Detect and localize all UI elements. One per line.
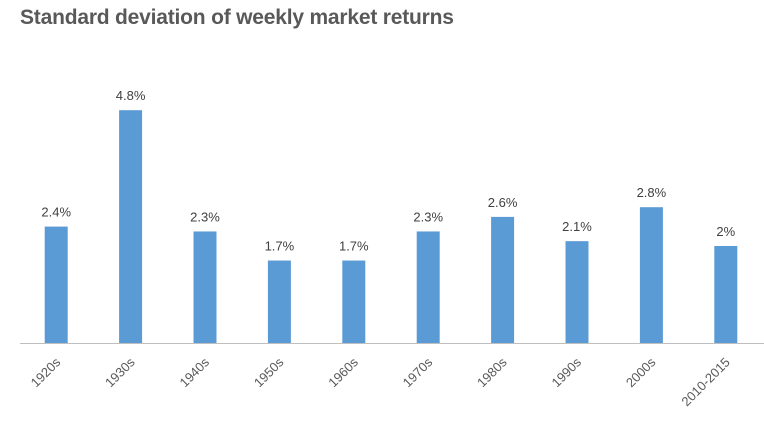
tick-label-1970s: 1970s bbox=[400, 354, 436, 390]
data-label-1970s: 2.3% bbox=[413, 209, 443, 224]
bar-1920s bbox=[44, 226, 68, 343]
tick-label-2010-2015: 2010-2015 bbox=[678, 355, 733, 410]
tick-label-1980s: 1980s bbox=[474, 354, 510, 390]
tick-label-1940s: 1940s bbox=[176, 354, 212, 390]
chart-title: Standard deviation of weekly market retu… bbox=[20, 6, 454, 29]
bar-1980s bbox=[491, 216, 515, 343]
bar-1950s bbox=[267, 260, 291, 343]
data-label-1990s: 2.1% bbox=[562, 219, 592, 234]
tick-labels-group: 1920s 1930s 1940s 1950s 1960s 1970s 1980s 1990s… bbox=[28, 354, 733, 409]
bar-2010-2015 bbox=[714, 246, 738, 343]
data-label-1940s: 2.3% bbox=[190, 209, 220, 224]
data-label-1960s: 1.7% bbox=[339, 239, 369, 254]
bar-1970s bbox=[416, 231, 440, 343]
bar-1960s bbox=[342, 260, 366, 343]
bar-2000s bbox=[639, 207, 663, 343]
tick-label-1930s: 1930s bbox=[102, 354, 138, 390]
data-labels-group: 2.4% 4.8% 2.3% 1.7% 1.7% 2.3% 2.6% 2.1% 2.8% 2% bbox=[41, 88, 735, 253]
data-label-1930s: 4.8% bbox=[116, 88, 146, 103]
bar-1990s bbox=[565, 241, 589, 343]
data-label-1950s: 1.7% bbox=[265, 239, 295, 254]
bar-1930s bbox=[119, 110, 143, 343]
tick-label-1990s: 1990s bbox=[548, 354, 584, 390]
tick-label-1960s: 1960s bbox=[325, 354, 361, 390]
data-label-2010-2015: 2% bbox=[716, 224, 735, 239]
data-label-1980s: 2.6% bbox=[488, 195, 518, 210]
tick-label-1950s: 1950s bbox=[251, 354, 287, 390]
bars-group bbox=[44, 110, 738, 343]
tick-label-1920s: 1920s bbox=[28, 354, 64, 390]
data-label-2000s: 2.8% bbox=[637, 185, 667, 200]
data-label-1920s: 2.4% bbox=[41, 205, 71, 220]
bar-1940s bbox=[193, 231, 217, 343]
tick-label-2000s: 2000s bbox=[623, 354, 659, 390]
